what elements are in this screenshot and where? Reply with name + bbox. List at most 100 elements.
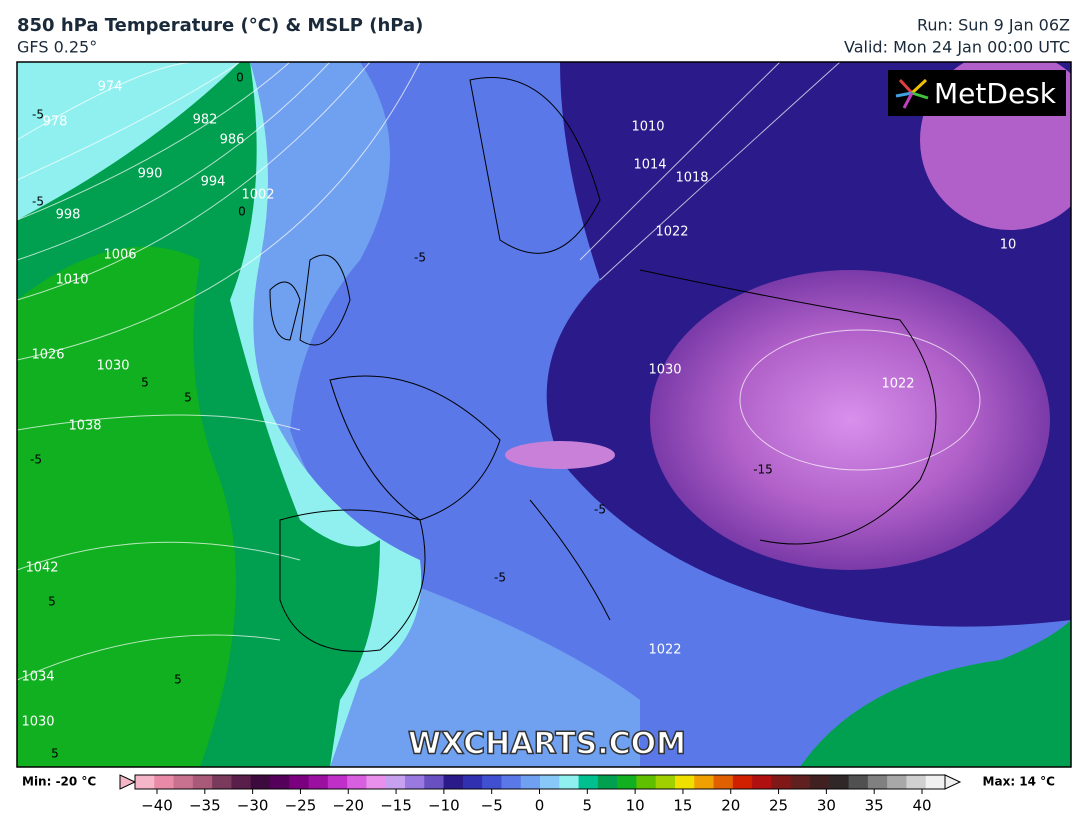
colorbar-swatch: [597, 775, 618, 789]
colorbar-swatch: [675, 775, 695, 789]
isobar-label: 1006: [103, 248, 136, 263]
colorbar-swatch: [385, 775, 406, 789]
cold-core: [650, 270, 1050, 570]
isobar-label: 1030: [21, 715, 54, 730]
valid-label: Valid: Mon 24 Jan 00:00 UTC: [844, 38, 1070, 57]
isobar-label: 1002: [241, 188, 274, 203]
isobar-label: 998: [56, 208, 81, 223]
isotherm-label: -5: [494, 571, 506, 585]
isobar-label: 1034: [21, 670, 54, 685]
colorbar-swatch: [732, 775, 753, 789]
colorbar-end-low: [119, 774, 137, 790]
colorbar-swatch: [713, 775, 734, 789]
isotherm-label: -5: [32, 108, 44, 122]
colorbar: −40 −35 −30 −25 −20 −15 −10 −5 0 5 10 15 20 25 30 35 40: [119, 774, 962, 815]
colorbar-swatch: [462, 775, 483, 789]
colorbar-swatch: [154, 775, 175, 789]
isotherm-label: -5: [414, 251, 426, 265]
watermark: WXCHARTS.COM: [408, 727, 686, 762]
colorbar-tick-label: −40: [141, 797, 173, 815]
colorbar-swatch: [887, 775, 907, 789]
isotherm-label: 5: [51, 747, 59, 761]
isobar-label: 1026: [31, 348, 64, 363]
colorbar-tick-label: −15: [380, 797, 412, 815]
colorbar-swatch: [405, 775, 425, 789]
colorbar-tick-label: 35: [865, 797, 884, 815]
colorbar-tick-label: −35: [189, 797, 221, 815]
isobar-label: 1018: [675, 171, 708, 186]
colorbar-swatch: [925, 775, 946, 789]
colorbar-swatch: [906, 775, 927, 789]
colorbar-swatch: [231, 775, 252, 789]
isobar-label: 1022: [655, 225, 688, 240]
colorbar-swatch: [308, 775, 329, 789]
cold-alps: [505, 441, 615, 469]
colorbar-swatch: [752, 775, 772, 789]
colorbar-swatch: [482, 775, 502, 789]
colorbar-tick-label: 30: [817, 797, 836, 815]
colorbar-swatch: [578, 775, 599, 789]
isobar-label: 1014: [633, 158, 666, 173]
isobar-label: 994: [201, 175, 226, 190]
colorbar-tick-label: 25: [769, 797, 788, 815]
isobar-label: 974: [98, 80, 123, 95]
isobar-label: 986: [220, 133, 245, 148]
colorbar-swatch: [212, 775, 232, 789]
isotherm-label: 5: [141, 376, 149, 390]
isobar-label: 1010: [55, 273, 88, 288]
colorbar-swatch: [327, 775, 348, 789]
isobar-label: 10: [1000, 238, 1017, 253]
isotherm-label: 5: [174, 673, 182, 687]
colorbar-swatch: [520, 775, 541, 789]
colorbar-tick-label: −5: [481, 797, 503, 815]
colorbar-swatch: [366, 775, 387, 789]
colorbar-swatch: [424, 775, 445, 789]
colorbar-swatch: [848, 775, 869, 789]
colorbar-end-high: [944, 774, 962, 790]
colorbar-swatch: [617, 775, 637, 789]
colorbar-tick-label: −25: [285, 797, 317, 815]
title: 850 hPa Temperature (°C) & MSLP (hPa): [17, 15, 423, 36]
isobar-label: 1022: [881, 377, 914, 392]
isotherm-label: 0: [236, 71, 244, 85]
colorbar-swatch: [636, 775, 657, 789]
colorbar-swatch: [790, 775, 811, 789]
colorbar-swatch: [347, 775, 367, 789]
warm-core: [17, 246, 236, 767]
colorbar-swatch: [289, 775, 310, 789]
colorbar-swatch: [559, 775, 580, 789]
colorbar-tick-label: −30: [237, 797, 269, 815]
isobar-label: 1038: [68, 419, 101, 434]
isobar-label: 982: [193, 113, 218, 128]
logo-text: MetDesk: [934, 77, 1057, 110]
coastlines: [269, 77, 937, 652]
isotherm-label: -5: [30, 453, 42, 467]
colorbar-swatch: [867, 775, 888, 789]
colorbar-swatch: [173, 775, 194, 789]
isobar-label: 990: [138, 167, 163, 182]
isotherm-label: -5: [594, 503, 606, 517]
colorbar-swatch: [443, 775, 464, 789]
subtitle: GFS 0.25°: [17, 38, 97, 57]
colorbar-swatch: [771, 775, 792, 789]
isobars: [17, 62, 981, 681]
colorbar-tick-label: −20: [332, 797, 364, 815]
colorbar-swatch: [655, 775, 676, 789]
colorbar-swatch: [540, 775, 560, 789]
max-label: Max: 14 °C: [983, 775, 1056, 789]
colorbar-tick-label: 15: [673, 797, 692, 815]
colorbar-swatch: [135, 775, 155, 789]
colorbar-swatch: [250, 775, 271, 789]
colorbar-swatch: [270, 775, 290, 789]
run-label: Run: Sun 9 Jan 06Z: [917, 16, 1070, 35]
isobar-label: 1030: [648, 363, 681, 378]
isobar-label: 1042: [25, 561, 58, 576]
colorbar-swatch: [192, 775, 213, 789]
min-label: Min: -20 °C: [22, 775, 96, 789]
colorbar-tick-label: 10: [626, 797, 645, 815]
colorbar-swatch: [501, 775, 522, 789]
isobar-label: 1030: [96, 359, 129, 374]
